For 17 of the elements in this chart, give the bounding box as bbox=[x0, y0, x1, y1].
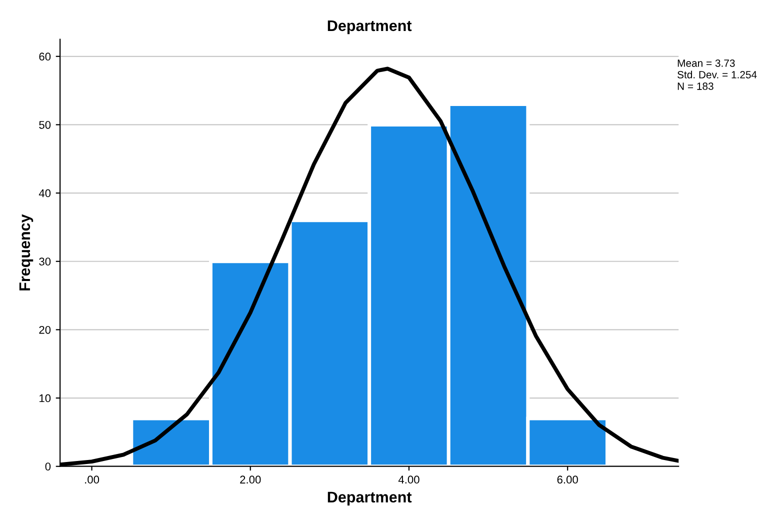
y-tick-label: 60 bbox=[39, 52, 51, 61]
chart-title: Department bbox=[328, 20, 412, 34]
y-axis-title: Frequency bbox=[19, 214, 34, 290]
x-axis-title: Department bbox=[328, 492, 412, 506]
annotation: Std. Dev. = 1.254 bbox=[678, 70, 757, 78]
y-tick-label: 10 bbox=[40, 394, 51, 402]
x-tick-label: 2.00 bbox=[240, 476, 261, 484]
y-tick-label: 30 bbox=[39, 258, 51, 266]
annotation: N = 183 bbox=[678, 82, 714, 90]
x-tick-label: 4.00 bbox=[398, 476, 420, 484]
y-tick-label: 50 bbox=[39, 120, 51, 129]
y-tick-label: 40 bbox=[38, 189, 51, 198]
annotation: Mean = 3.73 bbox=[678, 59, 735, 67]
x-tick-label: .00 bbox=[85, 476, 100, 484]
y-tick-label: 0 bbox=[45, 462, 51, 470]
x-tick-label: 6.00 bbox=[557, 476, 578, 484]
y-tick-label: 20 bbox=[39, 326, 51, 334]
